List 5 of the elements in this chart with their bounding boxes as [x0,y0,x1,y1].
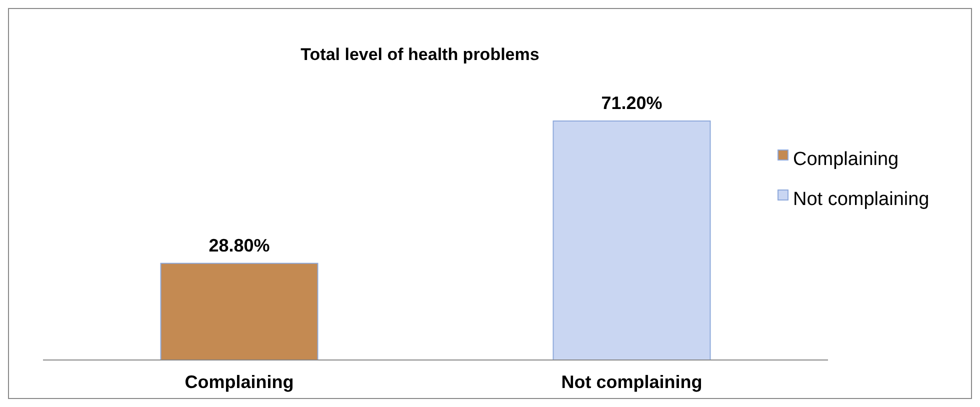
data-label: 28.80% [208,235,270,256]
legend-label: Not complaining [793,189,930,210]
data-label: 71.20% [601,93,662,113]
legend-label: Complaining [793,149,899,170]
chart-title: Total level of health problems [300,45,540,64]
